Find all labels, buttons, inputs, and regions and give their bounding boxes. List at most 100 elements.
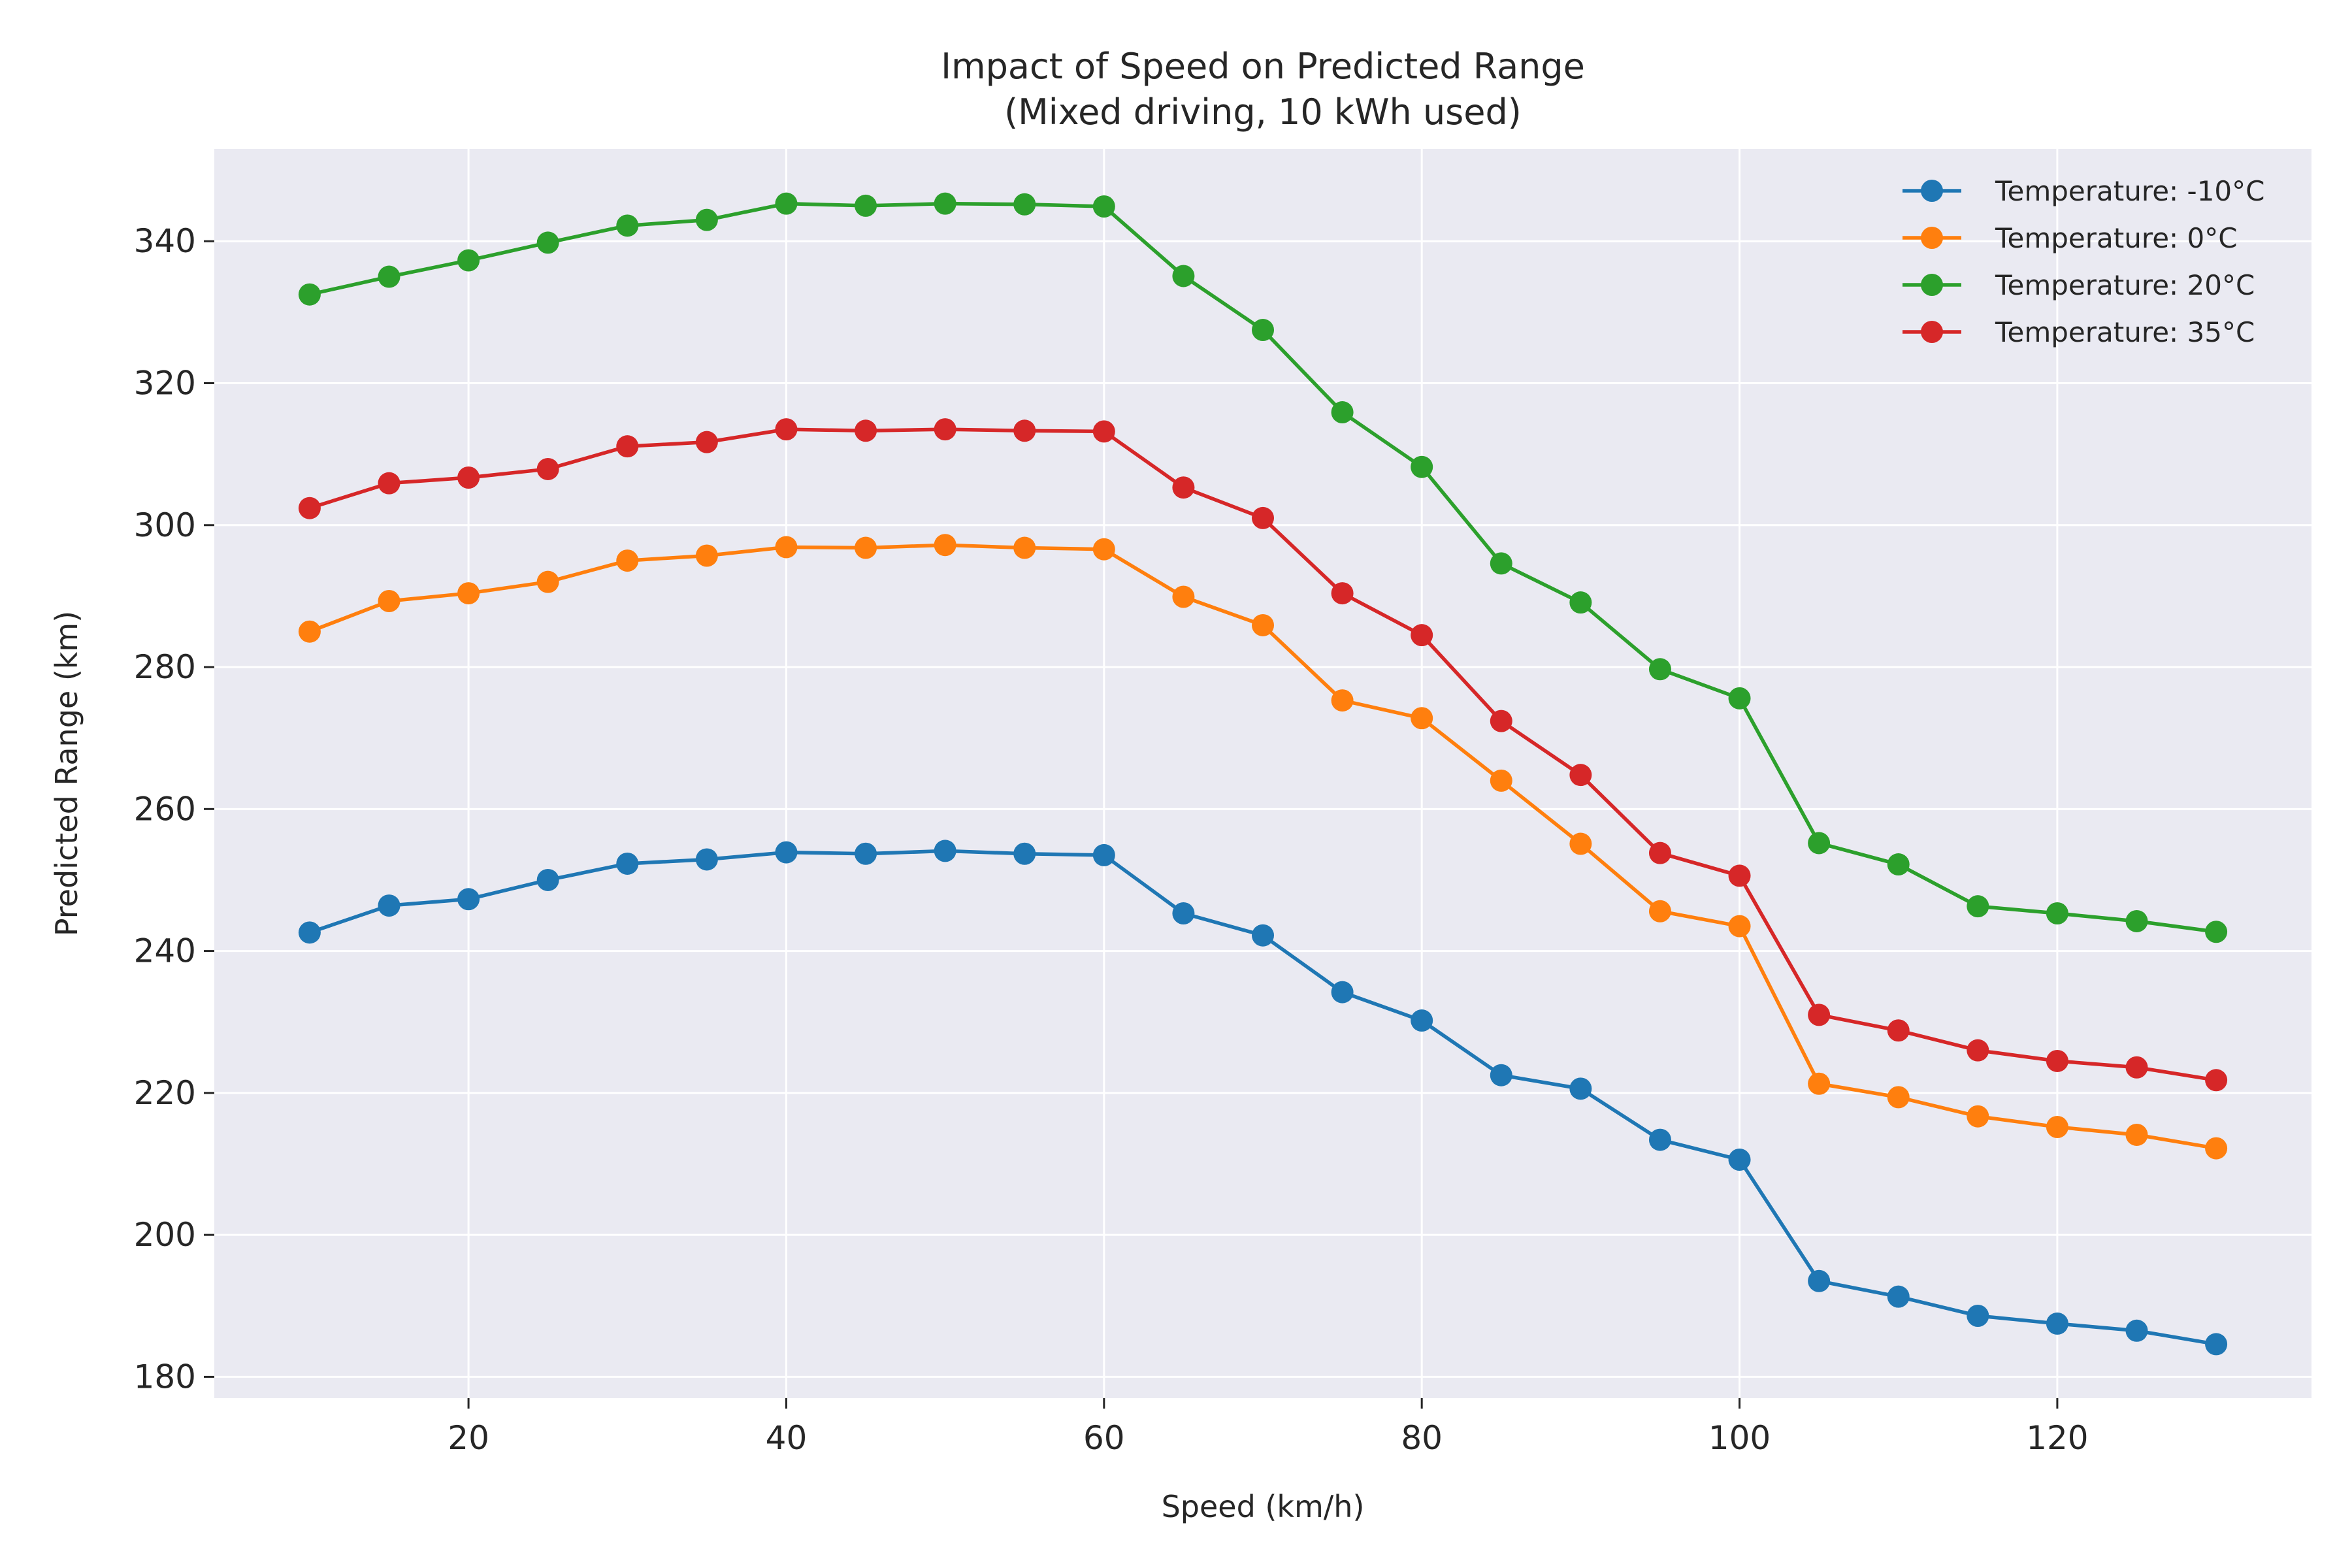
y-tick-label: 240 — [134, 932, 196, 970]
data-point — [775, 192, 798, 215]
data-point — [378, 265, 400, 288]
data-point — [1728, 915, 1751, 938]
data-point — [457, 249, 480, 272]
data-point — [616, 549, 639, 572]
data-point — [1013, 536, 1036, 559]
series-2 — [298, 192, 2228, 943]
data-point — [1172, 265, 1195, 287]
series-0 — [298, 840, 2228, 1356]
data-point — [457, 466, 480, 489]
plot-area — [214, 149, 2311, 1398]
data-point — [1648, 658, 1671, 681]
data-point — [934, 534, 956, 557]
data-point — [1887, 1019, 1910, 1042]
y-axis-label: Predicted Range (km) — [49, 611, 84, 936]
legend-marker — [1921, 321, 1943, 343]
data-point — [695, 431, 718, 453]
data-point — [1967, 1039, 1989, 1062]
data-point — [1728, 1148, 1751, 1171]
data-point — [695, 848, 718, 871]
data-point — [1252, 924, 1274, 947]
data-point — [2205, 921, 2228, 943]
data-point — [1887, 1285, 1910, 1308]
data-point — [2205, 1333, 2228, 1356]
y-tick-label: 220 — [134, 1074, 196, 1112]
data-point — [1172, 476, 1195, 499]
legend-item: Temperature: -10°C — [1903, 175, 2264, 207]
legend-label: Temperature: 0°C — [1995, 222, 2238, 254]
x-tick-label: 60 — [1083, 1419, 1125, 1457]
data-point — [934, 418, 956, 441]
data-point — [1648, 841, 1671, 864]
data-point — [1967, 895, 1989, 918]
data-point — [1411, 707, 1433, 730]
data-point — [1331, 401, 1354, 424]
data-point — [378, 894, 400, 917]
data-point — [536, 231, 559, 254]
series-group — [298, 192, 2228, 1356]
data-point — [855, 194, 877, 217]
data-point — [378, 590, 400, 613]
data-point — [1092, 195, 1115, 218]
x-tick-label: 20 — [448, 1419, 489, 1457]
data-point — [2046, 902, 2068, 925]
data-point — [855, 536, 877, 559]
data-point — [536, 457, 559, 480]
legend-label: Temperature: 35°C — [1995, 316, 2255, 348]
data-point — [1331, 689, 1354, 712]
data-point — [934, 192, 956, 215]
data-point — [1490, 552, 1512, 575]
y-tick-label: 260 — [134, 790, 196, 828]
legend-label: Temperature: 20°C — [1995, 269, 2255, 301]
data-point — [2046, 1116, 2068, 1139]
data-point — [1092, 538, 1115, 561]
data-point — [616, 214, 639, 237]
data-point — [2046, 1312, 2068, 1335]
data-point — [1490, 710, 1512, 732]
series-3 — [298, 418, 2228, 1092]
data-point — [2205, 1069, 2228, 1092]
data-point — [855, 842, 877, 865]
data-point — [1490, 769, 1512, 792]
data-point — [2125, 1319, 2148, 1342]
data-point — [378, 472, 400, 495]
data-point — [1490, 1064, 1512, 1086]
data-point — [1092, 420, 1115, 443]
data-point — [1013, 193, 1036, 216]
data-point — [855, 419, 877, 442]
data-point — [1013, 842, 1036, 865]
data-point — [1728, 864, 1751, 887]
data-point — [1569, 591, 1592, 614]
data-point — [2205, 1137, 2228, 1160]
y-tick-label: 200 — [134, 1216, 196, 1254]
data-point — [1252, 506, 1274, 529]
data-point — [775, 841, 798, 864]
data-point — [536, 868, 559, 891]
legend-marker — [1921, 274, 1943, 296]
data-point — [2125, 909, 2148, 932]
data-point — [2046, 1049, 2068, 1072]
data-point — [1569, 764, 1592, 787]
x-tick-label: 40 — [766, 1419, 808, 1457]
legend-item: Temperature: 35°C — [1903, 316, 2255, 348]
data-point — [1887, 1086, 1910, 1109]
data-point — [536, 570, 559, 593]
x-axis-label: Speed (km/h) — [1162, 1489, 1365, 1524]
data-point — [775, 536, 798, 559]
data-point — [298, 497, 321, 519]
data-point — [1808, 1004, 1831, 1026]
data-point — [1411, 624, 1433, 647]
data-point — [1887, 853, 1910, 876]
data-point — [1648, 900, 1671, 923]
data-point — [1967, 1105, 1989, 1128]
data-point — [1411, 1009, 1433, 1032]
series-1 — [298, 534, 2228, 1160]
y-tick-label: 180 — [134, 1358, 196, 1396]
legend-marker — [1921, 180, 1943, 202]
data-point — [616, 435, 639, 458]
data-point — [1092, 843, 1115, 866]
data-point — [1569, 832, 1592, 855]
data-point — [1569, 1077, 1592, 1100]
data-point — [934, 840, 956, 862]
data-point — [298, 283, 321, 306]
